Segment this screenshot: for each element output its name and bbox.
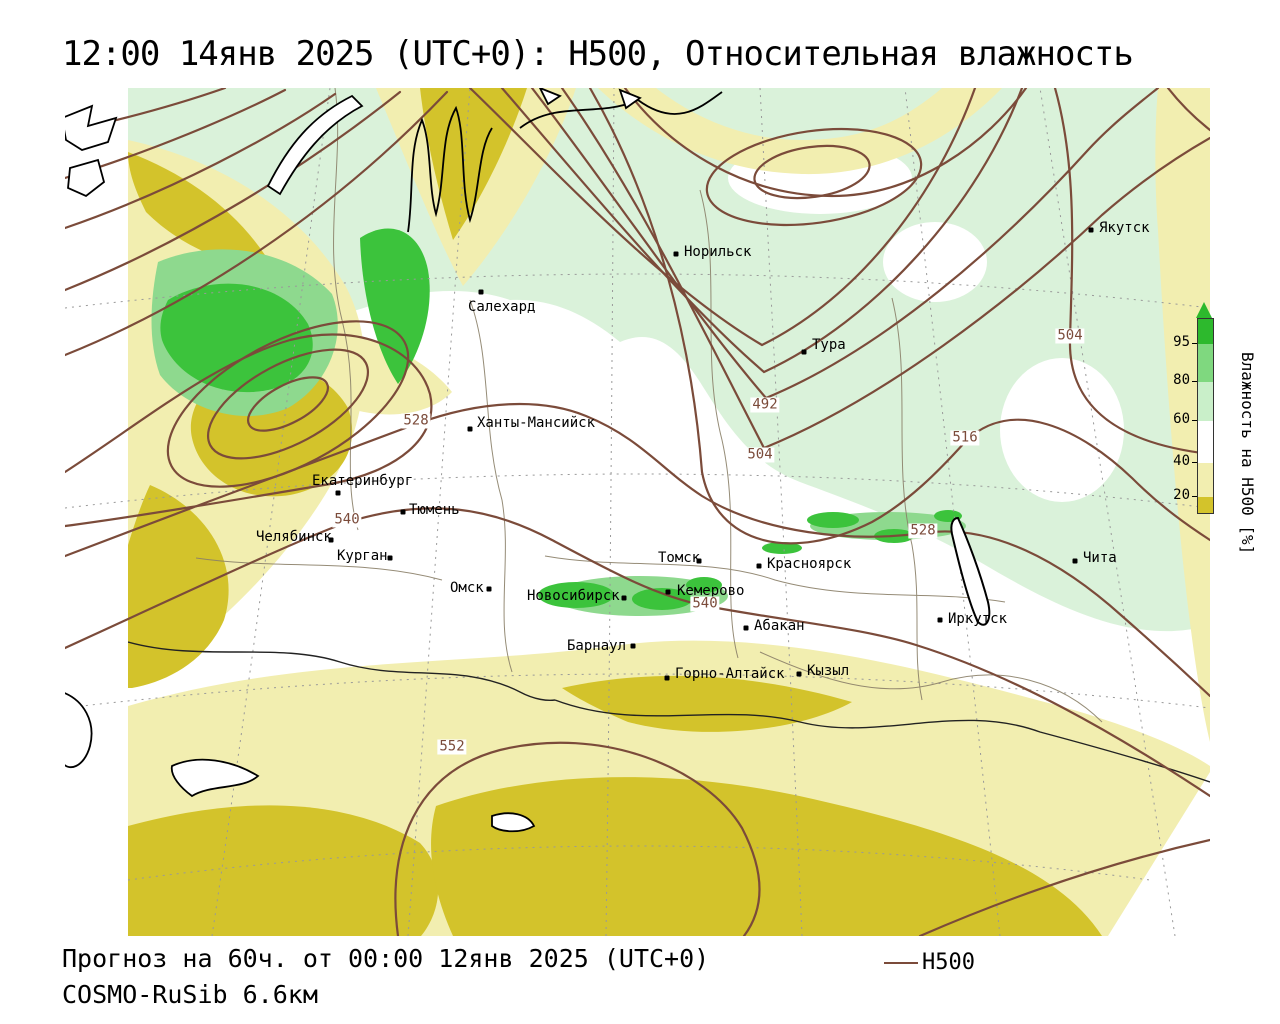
colorbar-arrow-tip <box>1196 302 1212 318</box>
legend-label: H500 <box>922 950 975 975</box>
colorbar-segment <box>1198 344 1213 382</box>
colorbar-segment <box>1198 497 1213 513</box>
colorbar <box>1197 318 1214 514</box>
colorbar-axis-label: Влажность на H500 [%] <box>1238 352 1257 555</box>
colorbar-segment <box>1198 319 1213 344</box>
page-title: 12:00 14янв 2025 (UTC+0): H500, Относите… <box>62 34 1134 74</box>
colorbar-segment <box>1198 382 1213 421</box>
legend-contour-line <box>884 962 918 964</box>
colorbar-segment <box>1198 421 1213 463</box>
model-info: COSMO-RuSib 6.6км <box>62 980 318 1009</box>
border-layer <box>128 88 1210 783</box>
forecast-info: Прогноз на 60ч. от 00:00 12янв 2025 (UTC… <box>62 944 710 973</box>
colorbar-segment <box>1198 463 1213 497</box>
contour-layer <box>65 88 1210 936</box>
coastline-layer <box>65 88 991 833</box>
